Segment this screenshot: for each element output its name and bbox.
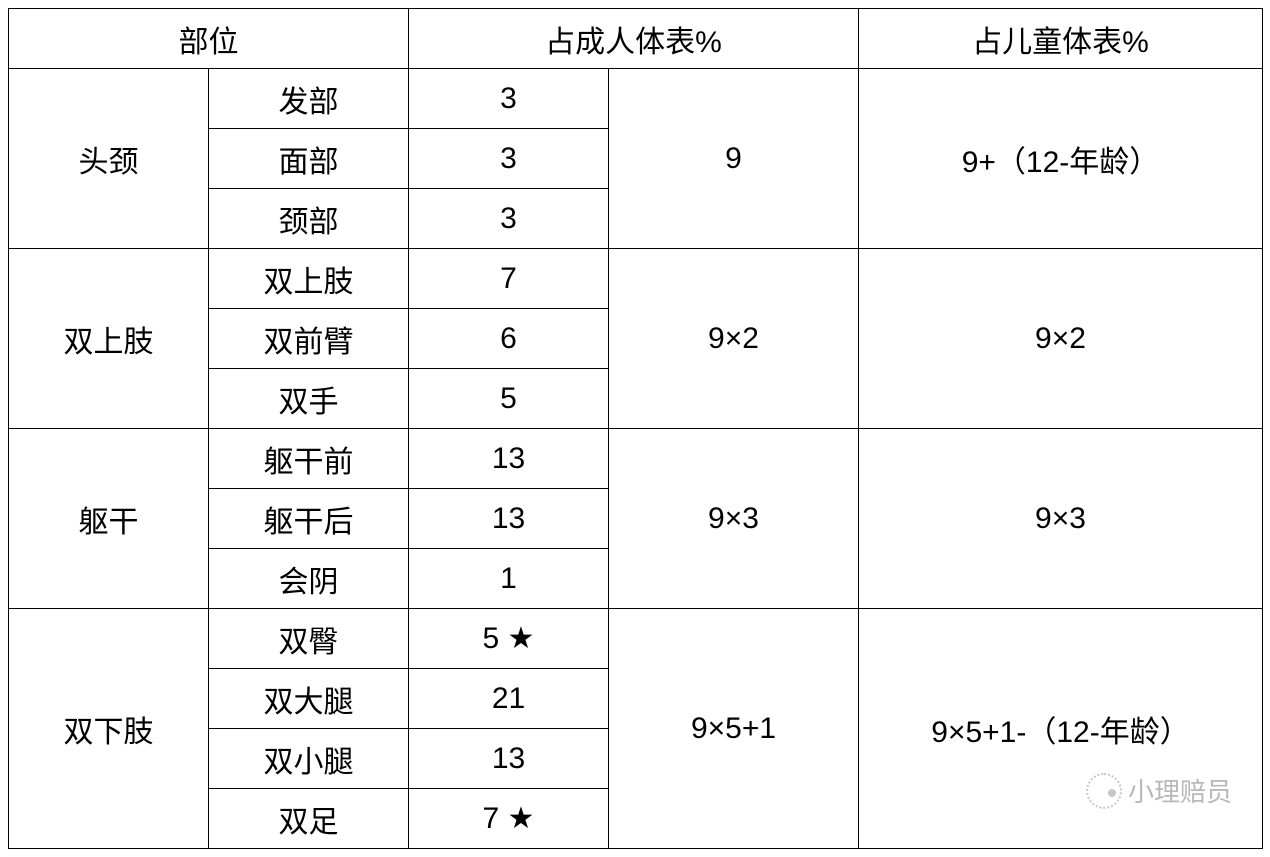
cell-adult-detail: 6 xyxy=(409,309,609,369)
cell-child-total: 9×3 xyxy=(859,429,1263,609)
cell-part: 双下肢 xyxy=(9,609,209,849)
cell-adult-detail: 13 xyxy=(409,489,609,549)
cell-adult-detail: 7 xyxy=(409,249,609,309)
cell-subpart: 面部 xyxy=(209,129,409,189)
cell-subpart: 躯干前 xyxy=(209,429,409,489)
cell-adult-detail: 7 ★ xyxy=(409,789,609,849)
cell-adult-detail: 3 xyxy=(409,69,609,129)
cell-subpart: 发部 xyxy=(209,69,409,129)
cell-adult-total: 9×2 xyxy=(609,249,859,429)
cell-adult-detail: 3 xyxy=(409,129,609,189)
cell-adult-detail: 21 xyxy=(409,669,609,729)
table-row: 双下肢 双臀 5 ★ 9×5+1 9×5+1-（12-年龄） xyxy=(9,609,1263,669)
cell-part: 双上肢 xyxy=(9,249,209,429)
cell-part: 头颈 xyxy=(9,69,209,249)
cell-subpart: 会阴 xyxy=(209,549,409,609)
cell-adult-detail: 5 ★ xyxy=(409,609,609,669)
cell-subpart: 双臀 xyxy=(209,609,409,669)
cell-child-total: 9+（12-年龄） xyxy=(859,69,1263,249)
table-container: 部位 占成人体表% 占儿童体表% 头颈 发部 3 9 9+（12-年龄） 面部 … xyxy=(8,8,1262,849)
cell-child-total: 9×2 xyxy=(859,249,1263,429)
table-row: 躯干 躯干前 13 9×3 9×3 xyxy=(9,429,1263,489)
cell-subpart: 双前臂 xyxy=(209,309,409,369)
table-row: 头颈 发部 3 9 9+（12-年龄） xyxy=(9,69,1263,129)
cell-subpart: 双小腿 xyxy=(209,729,409,789)
cell-subpart: 双足 xyxy=(209,789,409,849)
cell-subpart: 颈部 xyxy=(209,189,409,249)
cell-subpart: 双上肢 xyxy=(209,249,409,309)
col-header-child: 占儿童体表% xyxy=(859,9,1263,69)
body-surface-area-table: 部位 占成人体表% 占儿童体表% 头颈 发部 3 9 9+（12-年龄） 面部 … xyxy=(8,8,1263,849)
cell-subpart: 双手 xyxy=(209,369,409,429)
cell-subpart: 躯干后 xyxy=(209,489,409,549)
cell-adult-detail: 5 xyxy=(409,369,609,429)
cell-adult-total: 9×3 xyxy=(609,429,859,609)
cell-adult-total: 9×5+1 xyxy=(609,609,859,849)
table-row: 双上肢 双上肢 7 9×2 9×2 xyxy=(9,249,1263,309)
table-header-row: 部位 占成人体表% 占儿童体表% xyxy=(9,9,1263,69)
cell-child-total: 9×5+1-（12-年龄） xyxy=(859,609,1263,849)
cell-adult-detail: 13 xyxy=(409,729,609,789)
cell-adult-total: 9 xyxy=(609,69,859,249)
cell-adult-detail: 13 xyxy=(409,429,609,489)
cell-adult-detail: 3 xyxy=(409,189,609,249)
cell-subpart: 双大腿 xyxy=(209,669,409,729)
col-header-part: 部位 xyxy=(9,9,409,69)
col-header-adult: 占成人体表% xyxy=(409,9,859,69)
cell-part: 躯干 xyxy=(9,429,209,609)
cell-adult-detail: 1 xyxy=(409,549,609,609)
